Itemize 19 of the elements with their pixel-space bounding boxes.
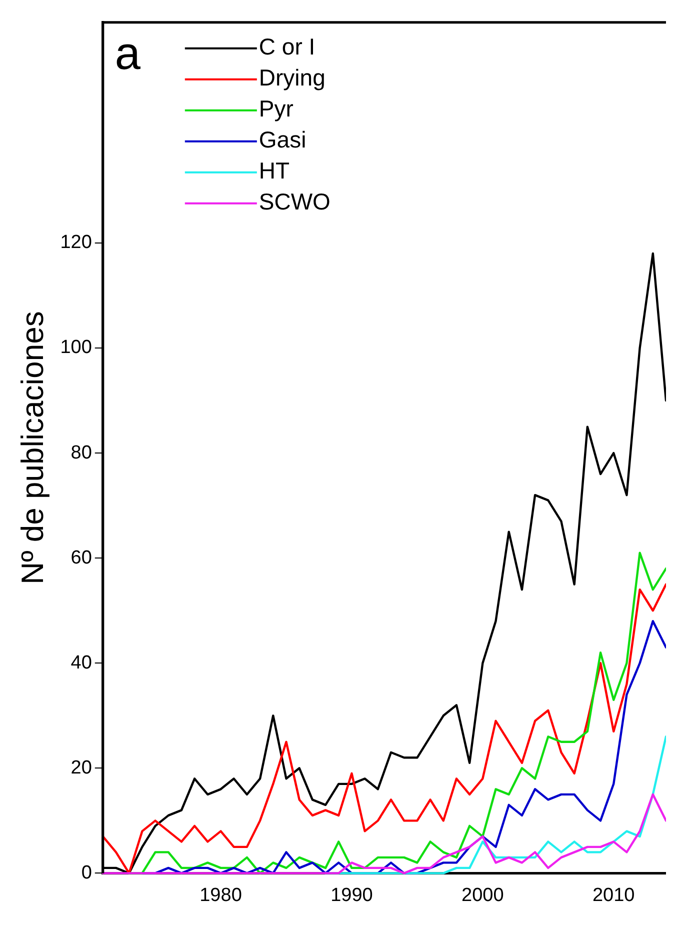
y-tick-label: 80 xyxy=(70,442,92,464)
x-tick-label: 2010 xyxy=(592,884,635,906)
legend-label: SCWO xyxy=(258,188,330,215)
y-tick-label: 60 xyxy=(70,547,92,568)
y-tick-label: 40 xyxy=(70,652,92,674)
legend-label: Gasi xyxy=(258,126,306,153)
y-tick-label: 100 xyxy=(60,337,92,358)
x-tick-label: 2000 xyxy=(462,884,504,906)
legend-label: Pyr xyxy=(258,96,294,122)
legend-label: Drying xyxy=(258,64,326,91)
y-tick-label: 0 xyxy=(81,862,92,884)
legend-label: HT xyxy=(258,158,290,184)
annotation: a xyxy=(114,27,141,80)
x-tick-label: 1990 xyxy=(330,884,373,906)
y-axis-title: Nº de publicaciones xyxy=(15,311,50,584)
legend-label: C or I xyxy=(258,34,316,60)
y-tick-label: 120 xyxy=(60,232,92,254)
y-tick-label: 20 xyxy=(70,757,92,778)
x-tick-label: 1980 xyxy=(200,884,242,906)
